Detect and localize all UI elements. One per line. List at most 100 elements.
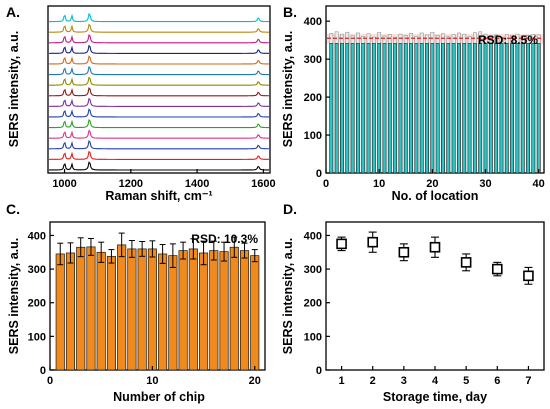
spectrum-line (49, 161, 269, 171)
bar (106, 255, 116, 371)
panel-a-x-label: Raman shift, cm⁻¹ (105, 189, 212, 203)
data-point (460, 257, 472, 268)
bar-spread (387, 34, 392, 44)
bar (219, 251, 229, 371)
y-tick-label: 400 (304, 230, 322, 242)
x-tick-label: 7 (525, 375, 531, 387)
spectrum-line (49, 87, 269, 97)
bar (178, 250, 188, 371)
bar-spread (403, 35, 408, 44)
x-tick-label: 5 (463, 375, 469, 387)
panel-c-x-label: Number of chip (113, 390, 205, 404)
bar (127, 248, 137, 371)
panel-b-label: B. (283, 4, 297, 20)
x-tick-label: 20 (249, 375, 261, 387)
panel-b-y-label: SERS intensity, a.u. (281, 31, 295, 147)
spectrum-line (49, 118, 269, 129)
panel-c-label: C. (6, 201, 20, 217)
x-tick-label: 10 (146, 375, 158, 387)
bar (361, 43, 366, 174)
x-tick-label: 20 (426, 178, 438, 190)
panel-b-rsd-band (327, 34, 543, 44)
panel-a-label: A. (6, 4, 20, 20)
bar (117, 244, 127, 371)
bar (456, 43, 461, 174)
bar (382, 43, 387, 174)
y-tick-label: 200 (304, 298, 322, 310)
rsd-band (327, 34, 543, 44)
panel-d-x-label: Storage time, day (383, 390, 487, 404)
panel-a: A. 1000 1200 1400 1600 Raman shift, cm⁻¹ SE… (6, 4, 276, 203)
y-tick-label: 100 (304, 331, 322, 343)
y-tick-label: 300 (28, 264, 46, 276)
bar (137, 248, 147, 371)
panel-d-label: D. (283, 201, 297, 217)
bar (168, 255, 178, 371)
bar (371, 43, 376, 174)
bar (334, 43, 339, 174)
bar-spread (414, 36, 419, 44)
x-tick-label: 3 (401, 375, 407, 387)
bar (199, 252, 209, 371)
panel-a-y-label: SERS intensity, a.u. (7, 31, 21, 147)
bar (55, 253, 65, 371)
bar (478, 43, 483, 174)
y-tick-label: 200 (304, 92, 322, 104)
bar (425, 43, 429, 174)
panel-c-plot-frame (49, 221, 266, 371)
x-tick-label: 4 (432, 375, 439, 387)
spectrum-line (49, 76, 269, 86)
panel-d-points (336, 231, 534, 285)
bar (462, 43, 467, 174)
spectrum-line (49, 34, 269, 44)
bar (76, 246, 86, 371)
spectrum-line (49, 12, 269, 23)
x-tick-label: 40 (533, 178, 545, 190)
bar (377, 43, 382, 174)
bar (366, 43, 371, 174)
bar (494, 43, 499, 174)
x-tick-label: 1400 (185, 178, 209, 190)
bar (520, 43, 525, 174)
bar (96, 251, 106, 371)
bar (209, 250, 219, 371)
spectrum-line (49, 23, 269, 33)
bar (419, 43, 424, 174)
bar (504, 43, 509, 174)
bar (65, 252, 76, 371)
spectrum-line (49, 140, 269, 150)
data-point (523, 270, 534, 282)
bar (536, 43, 541, 174)
x-tick-label: 2 (370, 375, 376, 387)
bar-spread (350, 35, 355, 44)
data-point (429, 241, 441, 253)
panel-b-x-label: No. of location (392, 189, 479, 203)
bar-spread (435, 34, 440, 44)
y-tick-label: 100 (304, 130, 322, 142)
spectrum-line (49, 129, 269, 139)
bar (147, 248, 157, 371)
panel-a-plot-frame (47, 5, 271, 174)
bar (350, 43, 355, 174)
bar (526, 43, 530, 174)
bar (340, 43, 344, 174)
bar (188, 248, 198, 371)
x-tick-label: 6 (494, 375, 500, 387)
bar (250, 255, 260, 371)
panel-a-series (49, 12, 269, 171)
x-tick-label: 1000 (52, 178, 76, 190)
bar (393, 43, 398, 174)
bar (403, 43, 408, 174)
bar (499, 43, 504, 174)
bar-spread (451, 34, 456, 44)
y-tick-label: 400 (28, 230, 46, 242)
data-point (367, 236, 379, 248)
bar (329, 43, 334, 174)
bar (435, 43, 440, 174)
panel-d: D. 1 2 3 4 5 6 7 0 100 200 300 400 Storage time, da… (281, 201, 545, 404)
x-tick-label: 1600 (251, 178, 275, 190)
bar (414, 43, 419, 174)
